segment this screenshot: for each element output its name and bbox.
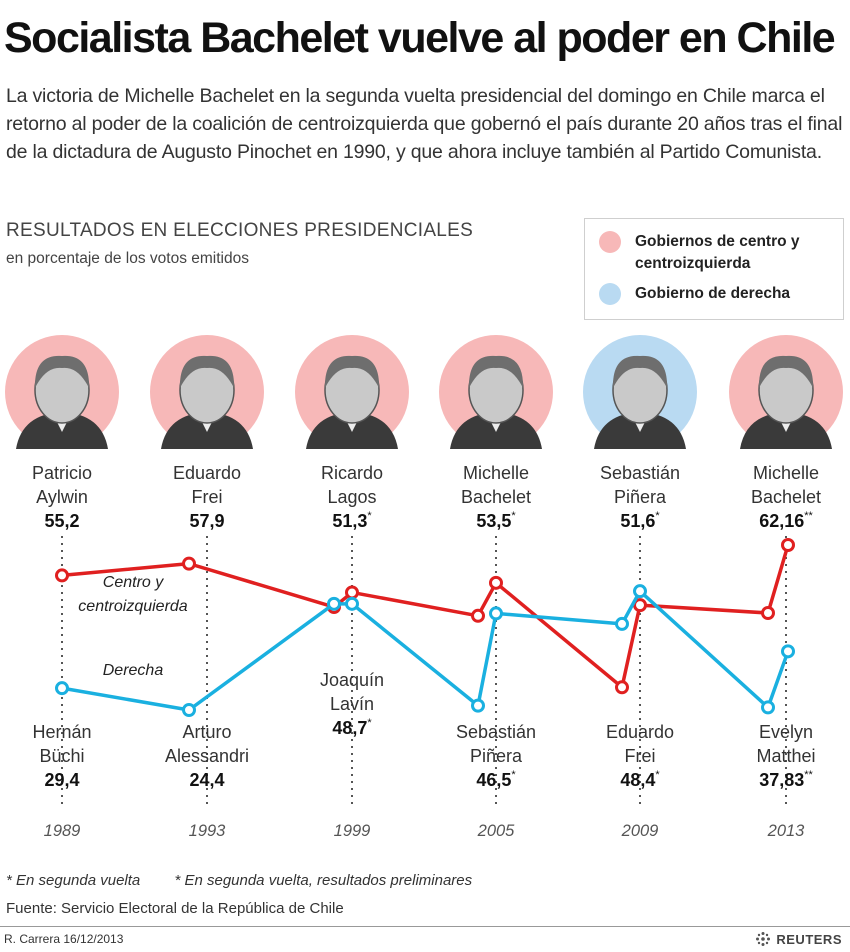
legend-item-derecha: Gobierno de derecha: [599, 283, 835, 305]
legend-item-centro: Gobiernos de centro y centroizquierda: [599, 231, 835, 275]
winner-name-2: Ricardo: [321, 463, 383, 483]
runner-up-pct-5: 37,83**: [759, 769, 813, 790]
footnotes: * En segunda vuelta * En segunda vuelta,…: [6, 872, 502, 889]
winner-name-3: Michelle: [463, 463, 529, 483]
series-line-0: [61, 544, 790, 690]
series-label-1: Derecha: [103, 662, 164, 679]
year-label-2013: 2013: [767, 822, 806, 840]
runner-up-name-3: Piñera: [470, 746, 523, 766]
winner-name-0: Patricio: [32, 463, 92, 483]
runner-up-name-1: Alessandri: [165, 746, 249, 766]
year-label-2005: 2005: [477, 822, 516, 840]
series-point-0-5: [489, 575, 503, 590]
person-portrait-icon: [306, 355, 398, 449]
winner-name-1: Frei: [192, 487, 223, 507]
person-portrait-icon: [594, 355, 686, 449]
reuters-logo-icon: [756, 932, 771, 946]
chart-title: RESULTADOS EN ELECCIONES PRESIDENCIALES: [6, 220, 474, 241]
runner-up-name-5: Matthei: [756, 746, 815, 766]
person-portrait-icon: [740, 355, 832, 449]
legend-swatch-centro: [599, 231, 621, 253]
page-title: Socialista Bachelet vuelve al poder en C…: [4, 14, 836, 62]
year-label-1989: 1989: [44, 822, 81, 840]
series-label-0: centroizquierda: [78, 598, 188, 615]
brand-name: REUTERS: [776, 931, 842, 947]
footnote-second-round: * En segunda vuelta: [6, 872, 141, 889]
brand: REUTERS: [754, 930, 842, 948]
source-note: Fuente: Servicio Electoral de la Repúbli…: [6, 900, 344, 917]
runner-up-name-1: Arturo: [182, 722, 231, 742]
winner-name-3: Bachelet: [461, 487, 531, 507]
runner-up-name-4: Frei: [625, 746, 656, 766]
series-point-1-8: [761, 700, 775, 715]
winner-pct-5: 62,16**: [759, 510, 813, 531]
footnote-preliminary: * En segunda vuelta, resultados prelimin…: [174, 872, 473, 889]
series-point-1-4: [471, 698, 485, 713]
runner-up-pct-2: 48,7*: [332, 717, 372, 738]
winner-pct-0: 55,2: [44, 511, 79, 531]
winner-name-1: Eduardo: [173, 463, 241, 483]
series-point-0-1: [182, 556, 196, 571]
winner-pct-4: 51,6*: [620, 510, 660, 531]
series-point-0-4: [471, 608, 485, 623]
series-point-1-5: [489, 606, 503, 621]
person-portrait-icon: [450, 355, 542, 449]
footer-divider: [0, 926, 850, 927]
legend-label-derecha: Gobierno de derecha: [635, 285, 791, 302]
series-point-1-9: [781, 644, 795, 659]
runner-up-name-4: Eduardo: [606, 722, 674, 742]
series-point-0-9: [781, 538, 795, 552]
winner-name-4: Piñera: [614, 487, 667, 507]
runner-up-name-2: Lavín: [330, 694, 374, 714]
series-point-0-6: [615, 680, 629, 695]
year-label-2009: 2009: [621, 822, 659, 840]
runner-up-pct-0: 29,4: [44, 770, 79, 790]
series-line-1: [61, 589, 790, 712]
series-point-0-8: [761, 605, 775, 620]
runner-up-pct-4: 48,4*: [620, 769, 660, 790]
runner-up-name-3: Sebastián: [456, 722, 536, 742]
runner-up-name-5: Evelyn: [759, 722, 813, 742]
winner-name-5: Bachelet: [751, 487, 821, 507]
runner-up-pct-1: 24,4: [189, 770, 224, 790]
series-point-0-0: [55, 568, 69, 583]
legend: Gobiernos de centro y centroizquierda Go…: [584, 218, 844, 320]
runner-up-name-0: Hernán: [32, 722, 91, 742]
series-label-0: Centro y: [103, 574, 164, 591]
winner-name-0: Aylwin: [36, 487, 88, 507]
year-label-1993: 1993: [189, 822, 227, 840]
election-line-chart: Patricio Aylwin 55,2 Eduardo Frei 57,9 Ricardo…: [5, 335, 843, 840]
winner-pct-3: 53,5*: [476, 510, 516, 531]
series-point-1-1: [182, 703, 196, 717]
runner-up-name-2: Joaquín: [320, 670, 384, 690]
winner-pct-2: 51,3*: [332, 510, 372, 531]
winner-name-5: Michelle: [753, 463, 819, 483]
winner-pct-1: 57,9: [189, 511, 224, 531]
runner-up-name-0: Büchi: [39, 746, 84, 766]
credit-note: R. Carrera 16/12/2013: [4, 932, 124, 946]
series-point-0-7: [633, 598, 647, 613]
series-point-1-6: [615, 616, 629, 631]
winner-name-2: Lagos: [327, 487, 376, 507]
winner-name-4: Sebastián: [600, 463, 680, 483]
legend-swatch-derecha: [599, 283, 621, 305]
runner-up-pct-3: 46,5*: [476, 769, 516, 790]
person-portrait-icon: [161, 355, 253, 449]
series-point-1-2: [327, 596, 341, 611]
legend-label-centro: Gobiernos de centro y centroizquierda: [635, 233, 800, 272]
series-point-1-0: [55, 681, 69, 696]
chart-subtitle: en porcentaje de los votos emitidos: [6, 250, 249, 267]
series-point-1-7: [633, 584, 647, 599]
series-point-0-3: [345, 585, 359, 600]
series-point-1-3: [345, 596, 359, 611]
person-portrait-icon: [16, 355, 108, 449]
intro-paragraph: La victoria de Michelle Bachelet en la s…: [6, 85, 843, 163]
year-label-1999: 1999: [334, 822, 371, 840]
